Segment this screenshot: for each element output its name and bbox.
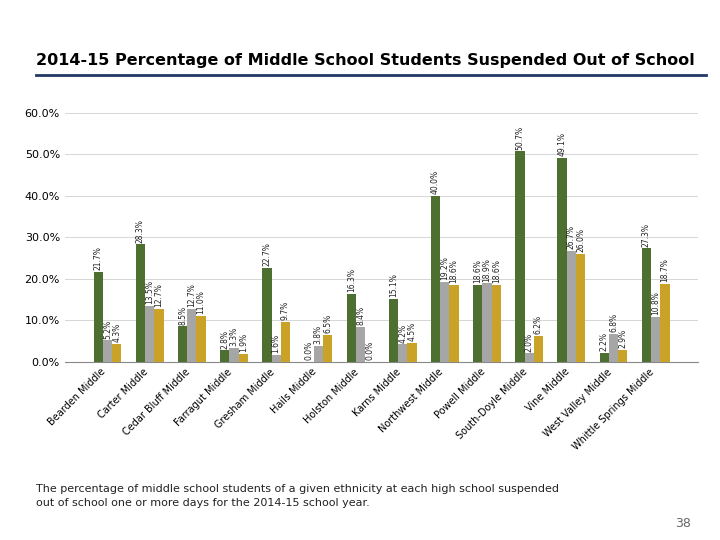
Text: 18.6%: 18.6% [473, 259, 482, 283]
Bar [178, 327, 187, 362]
Text: 1.9%: 1.9% [239, 333, 248, 352]
Text: 16.3%: 16.3% [347, 268, 356, 293]
Text: 18.6%: 18.6% [492, 259, 501, 283]
Bar [346, 294, 356, 362]
Bar [136, 244, 145, 362]
Text: 50.7%: 50.7% [516, 125, 524, 150]
Text: 0.0%: 0.0% [365, 341, 374, 360]
Text: 4.3%: 4.3% [112, 323, 121, 342]
Text: 8.4%: 8.4% [356, 306, 365, 325]
Bar [600, 353, 609, 362]
Bar [154, 309, 163, 362]
Bar [262, 267, 271, 362]
Text: 26.0%: 26.0% [576, 228, 585, 252]
Text: 18.6%: 18.6% [449, 259, 459, 283]
Bar [94, 272, 103, 362]
Text: 5.2%: 5.2% [103, 320, 112, 339]
Bar [473, 285, 482, 362]
Text: 19.2%: 19.2% [441, 256, 449, 280]
Bar [567, 251, 576, 362]
Text: 4.2%: 4.2% [398, 323, 408, 343]
Bar [482, 284, 492, 362]
Bar [440, 282, 449, 362]
Text: 2014-15 Percentage of Middle School Students Suspended Out of School: 2014-15 Percentage of Middle School Stud… [36, 52, 695, 68]
Bar [271, 355, 281, 362]
Text: 11.0%: 11.0% [197, 291, 206, 314]
Bar [103, 340, 112, 362]
Bar [230, 348, 238, 362]
Text: 28.3%: 28.3% [136, 219, 145, 242]
Bar [449, 285, 459, 362]
Text: 2.0%: 2.0% [525, 333, 534, 352]
Bar [660, 284, 670, 362]
Text: 0.0%: 0.0% [305, 341, 314, 360]
Bar [323, 335, 332, 362]
Bar [618, 350, 627, 362]
Bar [238, 354, 248, 362]
Bar [492, 285, 501, 362]
Text: out of school one or more days for the 2014-15 school year.: out of school one or more days for the 2… [36, 497, 370, 508]
Text: 12.7%: 12.7% [155, 284, 163, 307]
Bar [145, 306, 154, 362]
Bar [525, 354, 534, 362]
Text: 9.7%: 9.7% [281, 301, 290, 320]
Text: 22.7%: 22.7% [262, 242, 271, 266]
Text: 15.1%: 15.1% [389, 274, 398, 298]
Text: 2.2%: 2.2% [600, 332, 608, 351]
Text: 10.8%: 10.8% [651, 292, 660, 315]
Bar [389, 299, 398, 362]
Bar [408, 343, 417, 362]
Bar [651, 317, 660, 362]
Bar [112, 344, 122, 362]
Bar [431, 195, 440, 362]
Text: 6.2%: 6.2% [534, 315, 543, 334]
Legend: Black/Afr.Amer., Hispanic, White: Black/Afr.Amer., Hispanic, White [185, 536, 470, 540]
Text: 6.8%: 6.8% [609, 313, 618, 332]
Text: 18.9%: 18.9% [482, 258, 492, 282]
Text: 13.5%: 13.5% [145, 280, 154, 304]
Text: The percentage of middle school students of a given ethnicity at each high schoo: The percentage of middle school students… [36, 484, 559, 494]
Bar [516, 151, 525, 362]
Bar [609, 334, 618, 362]
Text: 1.6%: 1.6% [271, 334, 281, 354]
Text: 38: 38 [675, 517, 691, 530]
Text: 49.1%: 49.1% [557, 132, 567, 156]
Bar [281, 321, 290, 362]
Bar [398, 345, 408, 362]
Bar [534, 336, 543, 362]
Bar [314, 346, 323, 362]
Text: 40.0%: 40.0% [431, 170, 440, 194]
Text: 4.5%: 4.5% [408, 322, 416, 341]
Bar [197, 316, 206, 362]
Bar [356, 327, 365, 362]
Text: 12.7%: 12.7% [187, 284, 197, 307]
Text: 21.7%: 21.7% [94, 246, 103, 270]
Text: 2.9%: 2.9% [618, 329, 627, 348]
Bar [642, 248, 651, 362]
Text: 27.3%: 27.3% [642, 222, 651, 247]
Text: 18.7%: 18.7% [660, 259, 670, 282]
Text: 2.8%: 2.8% [220, 329, 229, 348]
Bar [220, 350, 230, 362]
Text: 26.7%: 26.7% [567, 225, 576, 249]
Bar [576, 254, 585, 362]
Bar [187, 309, 197, 362]
Text: 8.5%: 8.5% [178, 306, 187, 325]
Text: 3.3%: 3.3% [230, 327, 238, 347]
Bar [557, 158, 567, 362]
Text: 6.5%: 6.5% [323, 314, 332, 333]
Text: 3.8%: 3.8% [314, 325, 323, 345]
